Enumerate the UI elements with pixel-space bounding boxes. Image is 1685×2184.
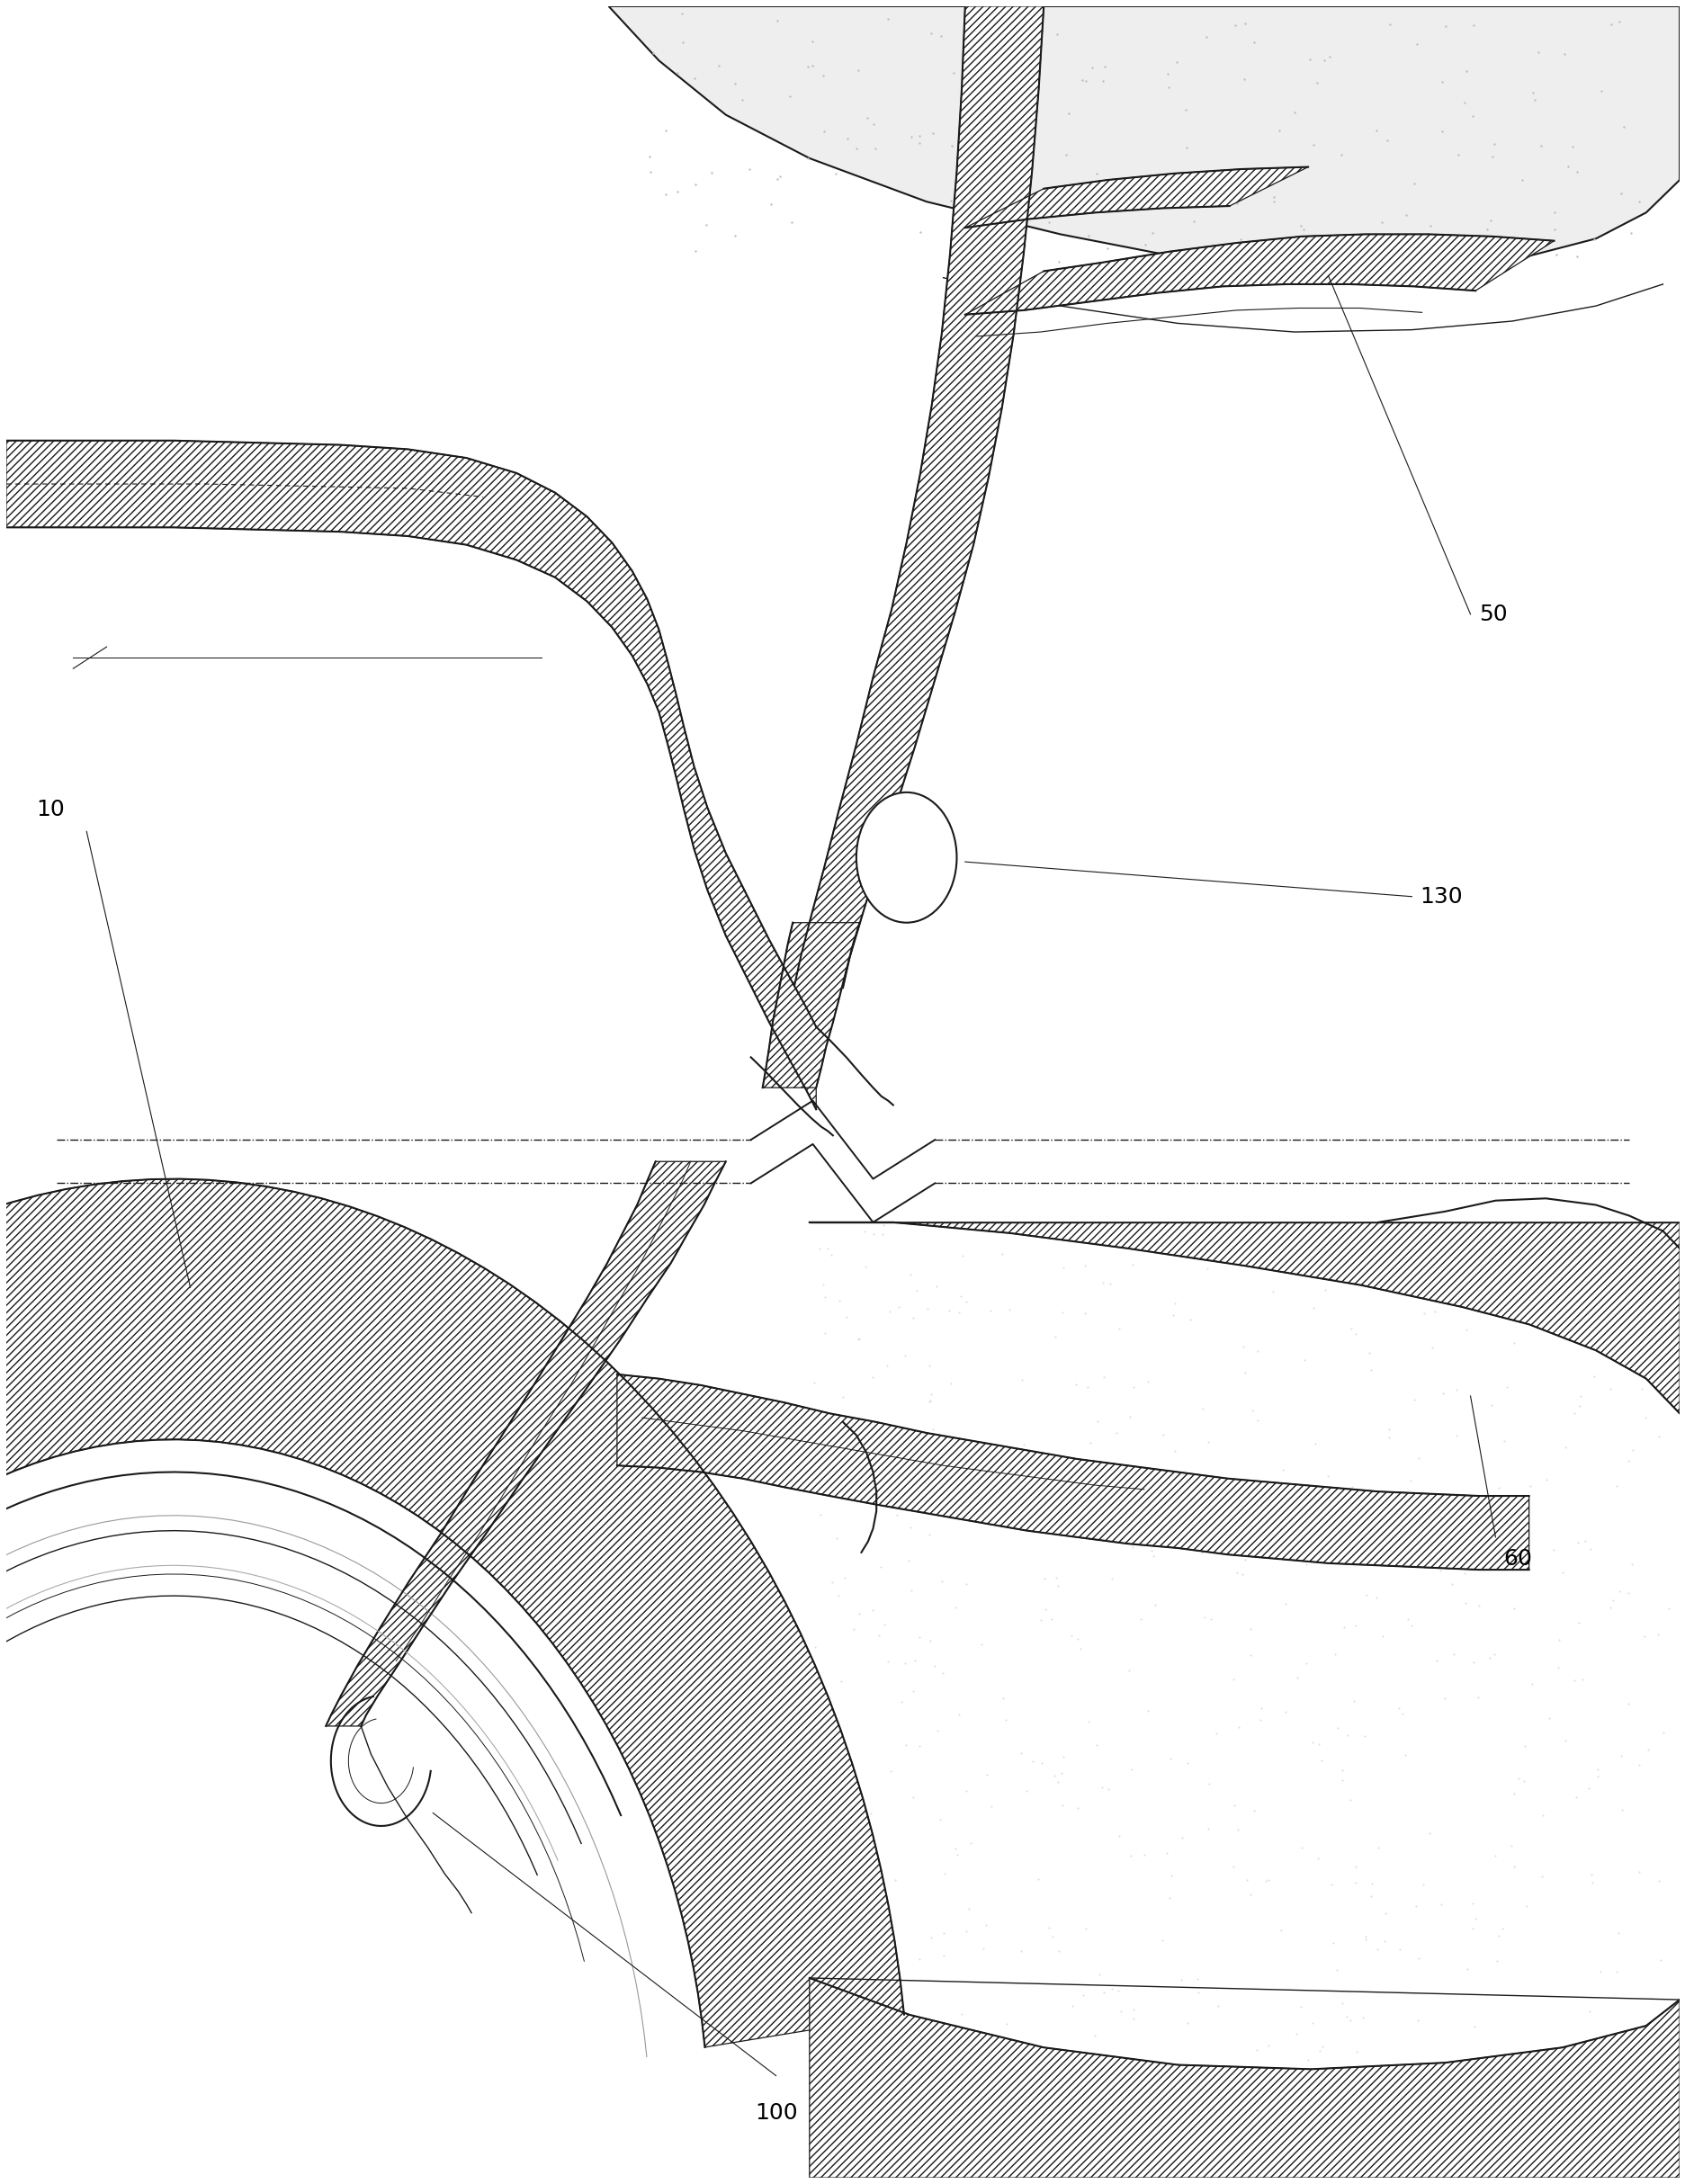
Text: 130: 130 <box>1419 887 1463 906</box>
Text: 50: 50 <box>1478 603 1506 625</box>
Polygon shape <box>7 441 816 1109</box>
Polygon shape <box>608 7 1678 271</box>
Polygon shape <box>617 1374 1528 1570</box>
Polygon shape <box>0 1179 903 2184</box>
Polygon shape <box>964 234 1554 314</box>
Text: 100: 100 <box>755 2101 797 2123</box>
Polygon shape <box>809 1979 1678 2177</box>
Polygon shape <box>325 1162 726 1725</box>
Polygon shape <box>964 166 1308 227</box>
Circle shape <box>856 793 955 922</box>
Polygon shape <box>762 922 859 1088</box>
Polygon shape <box>794 7 1043 987</box>
Text: 10: 10 <box>37 799 66 821</box>
Polygon shape <box>809 1223 1678 1413</box>
Text: 60: 60 <box>1503 1548 1532 1570</box>
